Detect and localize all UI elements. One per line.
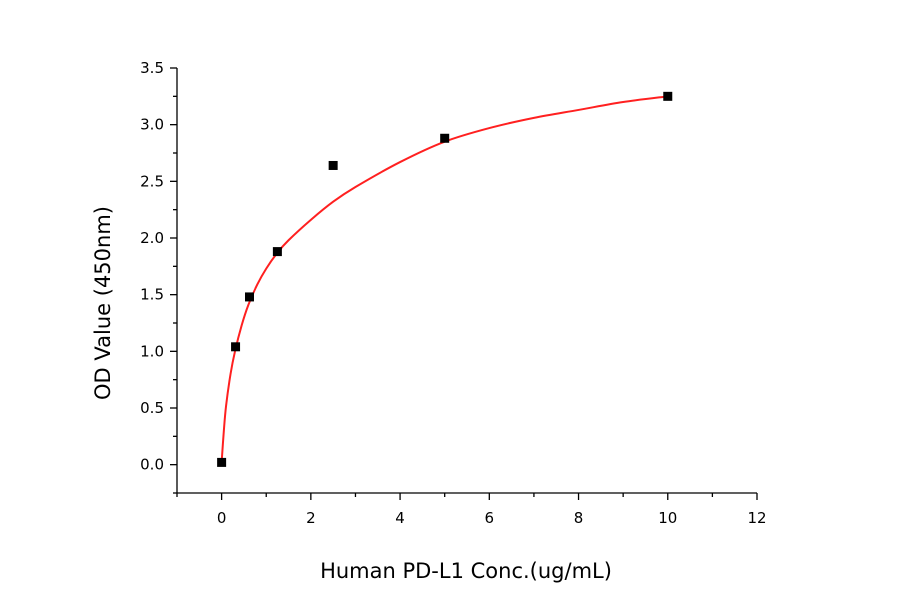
data-point-square (217, 457, 227, 467)
x-tick-label: 0 (217, 509, 227, 527)
y-tick-label: 2.5 (140, 172, 164, 190)
y-tick-label: 0.5 (140, 399, 164, 417)
data-point-square (440, 133, 450, 143)
axes: 0 2 4 6 8 10 12 0.0 0.5 1.0 1.5 2.0 2.5 3.0 3.5 (140, 59, 766, 527)
data-point-square (663, 91, 673, 101)
y-tick-label: 3.0 (140, 116, 164, 134)
y-tick-label: 2.0 (140, 229, 164, 247)
fit-curve-layer (220, 95, 668, 463)
data-points-layer (217, 91, 673, 467)
fit-curve-line (220, 95, 668, 463)
x-tick-label: 2 (306, 509, 316, 527)
y-tick-label: 1.5 (140, 286, 164, 304)
x-tick-label: 12 (747, 509, 766, 527)
x-tick-label: 6 (485, 509, 495, 527)
data-point-square (231, 342, 241, 352)
x-tick-label: 4 (395, 509, 405, 527)
data-point-square (245, 292, 254, 302)
x-axis-title: Human PD-L1 Conc.(ug/mL) (320, 559, 612, 583)
data-point-square (272, 247, 282, 257)
y-axis-title: OD Value (450nm) (91, 206, 115, 400)
y-tick-label: 0.0 (140, 456, 164, 474)
x-tick-label: 10 (658, 509, 677, 527)
x-tick-label: 8 (574, 509, 584, 527)
data-point-square (328, 160, 338, 170)
y-tick-label: 1.0 (140, 342, 164, 360)
y-tick-label: 3.5 (140, 59, 164, 77)
